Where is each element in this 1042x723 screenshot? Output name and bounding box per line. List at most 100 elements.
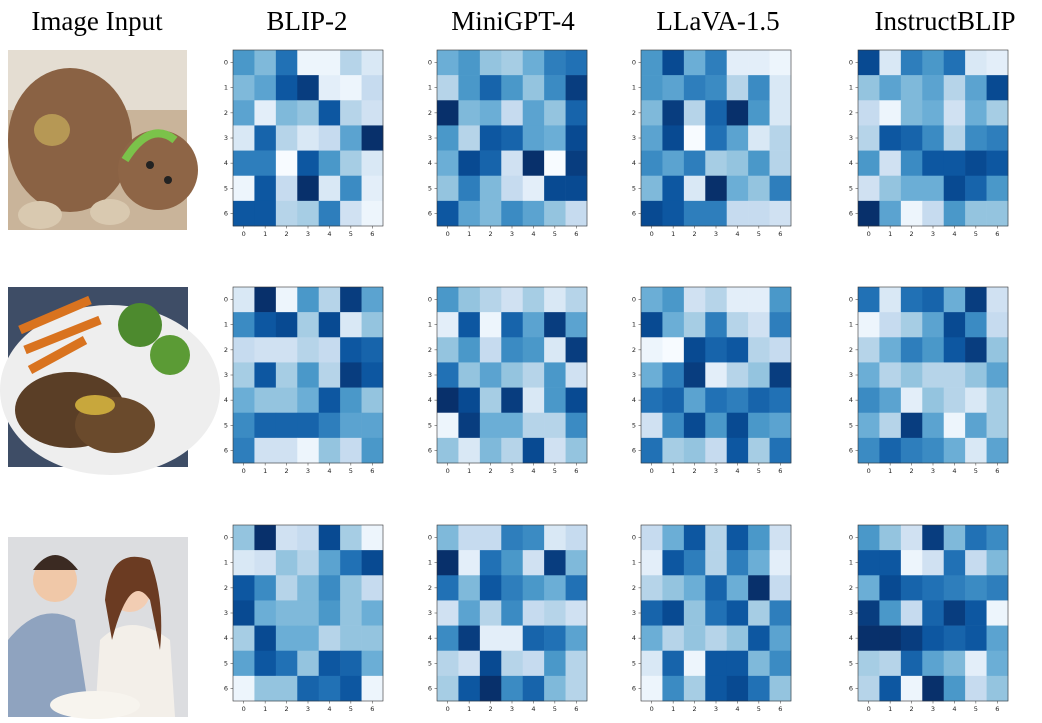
y-tick-label: 1 <box>632 321 636 329</box>
heatmap-cell <box>233 312 255 337</box>
heatmap-cell <box>684 287 706 312</box>
heatmap-cell <box>922 100 944 125</box>
y-tick-label: 0 <box>849 59 853 67</box>
heatmap-cell <box>566 626 588 651</box>
x-tick-label: 5 <box>553 705 557 713</box>
heatmap-cell <box>233 151 255 176</box>
x-tick-label: 2 <box>489 705 493 713</box>
heatmap-cell <box>641 525 663 550</box>
heatmap-cell <box>254 125 276 150</box>
x-tick-label: 0 <box>650 705 654 713</box>
heatmap-cell <box>544 312 566 337</box>
heatmap-cell <box>987 100 1009 125</box>
heatmap-cell <box>727 550 749 575</box>
heatmap-cell <box>879 201 901 226</box>
heatmap-cell <box>944 550 966 575</box>
x-tick-label: 4 <box>327 230 331 238</box>
y-tick-label: 0 <box>224 59 228 67</box>
heatmap-cell <box>879 125 901 150</box>
heatmap-cell <box>362 201 384 226</box>
heatmap-cell <box>727 362 749 387</box>
heatmap-cell <box>297 287 319 312</box>
heatmap-cell <box>297 676 319 701</box>
heatmap-cell <box>770 287 792 312</box>
heatmap-cell <box>858 100 880 125</box>
heatmap-cell <box>523 75 545 100</box>
heatmap-cell <box>748 312 770 337</box>
heatmap-cell <box>501 75 523 100</box>
heatmap-cell <box>319 75 341 100</box>
x-tick-label: 6 <box>995 705 999 713</box>
heatmap-cell <box>437 550 459 575</box>
heatmap-cell <box>965 525 987 550</box>
heatmap-cell <box>480 438 502 463</box>
heatmap-cell <box>297 438 319 463</box>
heatmap-cell <box>901 388 923 413</box>
y-tick-label: 3 <box>428 134 432 142</box>
heatmap-cell <box>965 50 987 75</box>
y-tick-label: 0 <box>428 59 432 67</box>
heatmap-cell <box>340 676 362 701</box>
heatmap-cell <box>501 676 523 701</box>
heatmap-cell <box>705 413 727 438</box>
heatmap-cell <box>684 50 706 75</box>
y-tick-label: 6 <box>428 209 432 217</box>
heatmap-cell <box>727 575 749 600</box>
y-tick-label: 1 <box>224 559 228 567</box>
heatmap-cell <box>705 287 727 312</box>
x-tick-label: 0 <box>242 705 246 713</box>
x-tick-label: 2 <box>285 467 289 475</box>
x-tick-label: 2 <box>910 230 914 238</box>
heatmap-cell <box>901 438 923 463</box>
y-tick-label: 3 <box>849 134 853 142</box>
heatmap-cell <box>297 125 319 150</box>
heatmap-cell <box>684 550 706 575</box>
heatmap-cell <box>727 125 749 150</box>
heatmap-cell <box>480 287 502 312</box>
column-header: LLaVA-1.5 <box>656 6 779 36</box>
heatmap-cell <box>458 176 480 201</box>
heatmap-cell <box>922 676 944 701</box>
heatmap-cell <box>523 50 545 75</box>
y-tick-label: 1 <box>224 84 228 92</box>
heatmap-cell <box>297 362 319 387</box>
x-tick-label: 6 <box>574 467 578 475</box>
heatmap-cell <box>254 413 276 438</box>
heatmap-cell <box>662 201 684 226</box>
heatmap-cell <box>566 100 588 125</box>
x-tick-label: 4 <box>952 705 956 713</box>
y-tick-label: 0 <box>632 296 636 304</box>
heatmap-cell <box>727 176 749 201</box>
heatmap-cell <box>944 362 966 387</box>
heatmap-cell <box>362 413 384 438</box>
heatmap-cell <box>748 337 770 362</box>
y-tick-label: 2 <box>428 584 432 592</box>
heatmap-cell <box>858 312 880 337</box>
heatmap-cell <box>965 100 987 125</box>
heatmap-cell <box>480 100 502 125</box>
x-tick-label: 6 <box>995 467 999 475</box>
heatmap-cell <box>523 151 545 176</box>
heatmap-cell <box>944 176 966 201</box>
heatmap-cell <box>727 151 749 176</box>
x-tick-label: 3 <box>931 705 935 713</box>
heatmap-cell <box>770 176 792 201</box>
heatmap-cell <box>965 388 987 413</box>
heatmap-cell <box>748 438 770 463</box>
heatmap-cell <box>340 575 362 600</box>
y-tick-label: 5 <box>632 184 636 192</box>
heatmap-cell <box>566 125 588 150</box>
heatmap-cell <box>276 651 298 676</box>
heatmap-cell <box>748 626 770 651</box>
x-tick-label: 6 <box>574 230 578 238</box>
heatmap-cell <box>362 100 384 125</box>
heatmap-cell <box>858 125 880 150</box>
heatmap-cell <box>987 50 1009 75</box>
heatmap-cell <box>544 413 566 438</box>
heatmap-cell <box>319 575 341 600</box>
x-tick-label: 4 <box>531 705 535 713</box>
heatmap-cell <box>684 151 706 176</box>
heatmap-cell <box>858 600 880 625</box>
heatmap-cell <box>480 600 502 625</box>
heatmap-cell <box>944 337 966 362</box>
